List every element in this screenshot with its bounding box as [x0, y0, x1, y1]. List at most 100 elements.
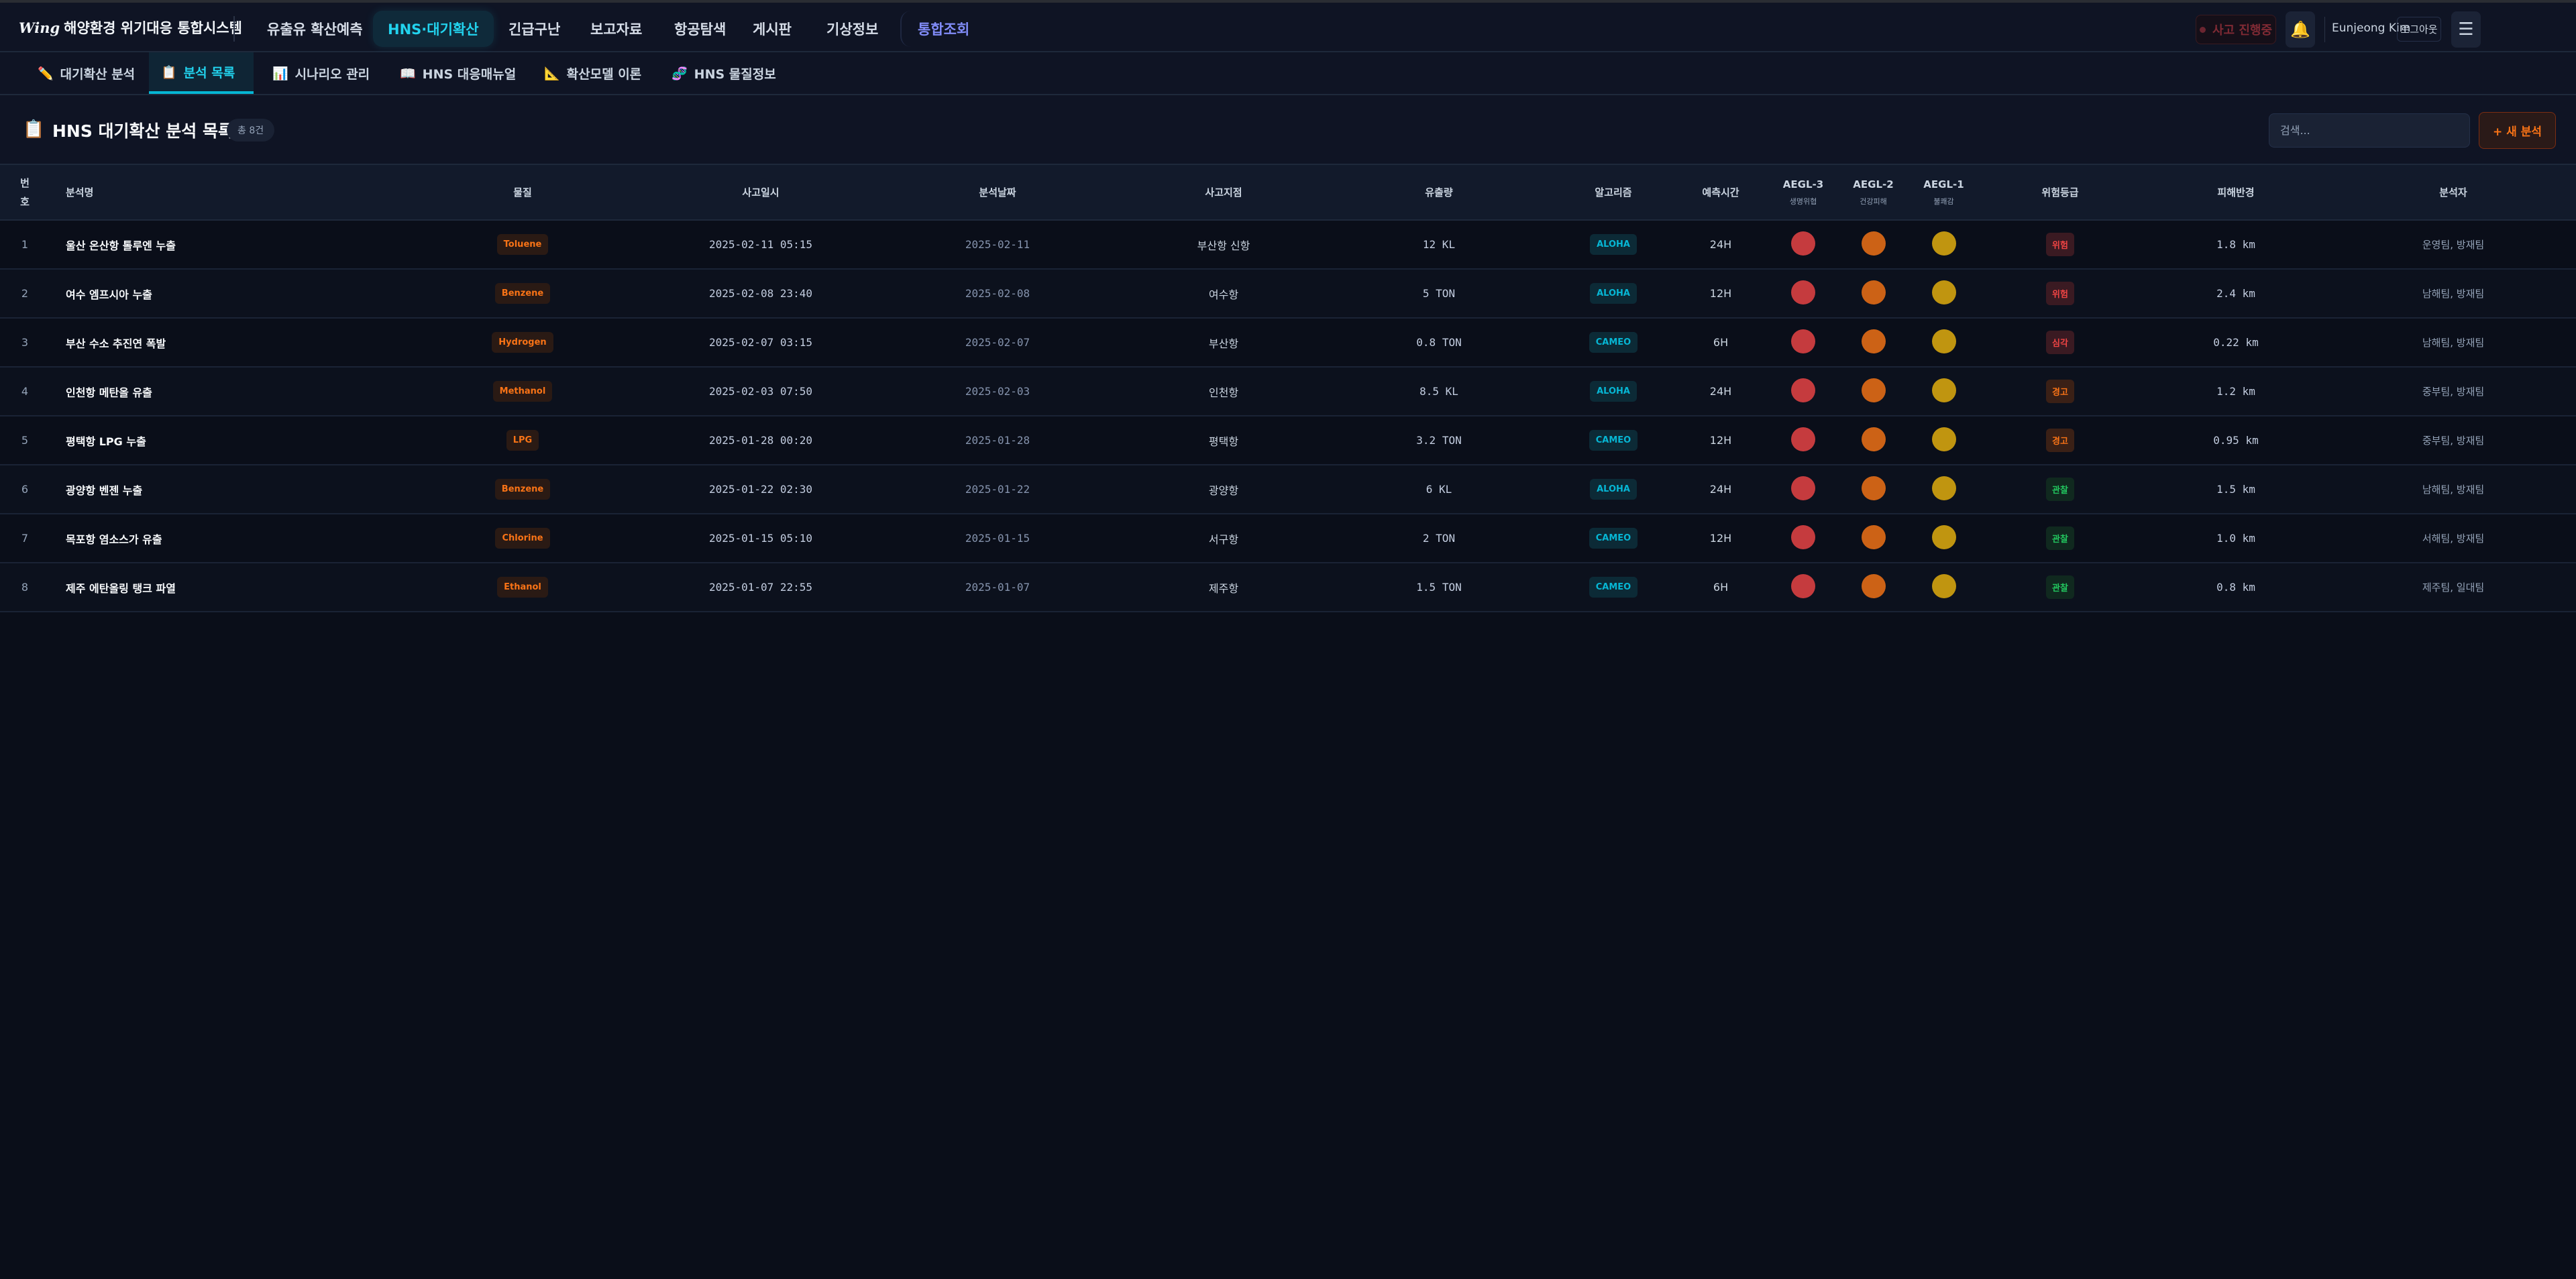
aegl1-indicator-icon — [1931, 329, 1956, 353]
logout-button[interactable]: 로그아웃 — [2397, 17, 2441, 42]
nav-oil-spill[interactable]: 유출유 확산예측 — [267, 21, 363, 38]
app-logo[interactable]: Wing 해양환경 위기대응 통합시스템 — [19, 19, 242, 36]
analyst: 서해팀, 방재팀 — [2422, 533, 2485, 545]
tab-analysis-list[interactable]: 📋 분석 목록 — [149, 52, 254, 94]
aegl2-cell — [1838, 367, 1909, 416]
table-row[interactable]: 3 부산 수소 추진연 폭발 Hydrogen 2025-02-07 03:15… — [0, 318, 2576, 367]
notifications-button[interactable]: 🔔 — [2286, 11, 2315, 48]
analyst: 남해팀, 방재팀 — [2422, 288, 2485, 300]
incident-time: 2025-02-07 03:15 — [708, 336, 813, 349]
algorithm-cell: ALOHA — [1554, 465, 1673, 514]
spill-amount: 6 KL — [1426, 483, 1452, 496]
col-header-location[interactable]: 사고지점 — [1205, 186, 1242, 199]
forecast-time: 24H — [1709, 385, 1732, 398]
nav-board[interactable]: 게시판 — [753, 21, 792, 38]
analysis-name[interactable]: 목포항 염소스가 유출 — [66, 533, 162, 546]
analysis-name[interactable]: 울산 온산항 톨루엔 누출 — [66, 239, 176, 252]
forecast-time: 12H — [1709, 287, 1732, 300]
nav-aerial-search[interactable]: 항공탐색 — [674, 21, 727, 38]
forecast-time: 6H — [1713, 581, 1729, 594]
row-number: 3 — [21, 336, 29, 349]
page-header: 📋 HNS 대기확산 분석 목록 총 8건 + 새 분석 — [0, 95, 2576, 165]
nav-hns-dispersion[interactable]: HNS·대기확산 — [373, 11, 494, 47]
nav-reports[interactable]: 보고자료 — [590, 21, 643, 38]
nav-integrated-search[interactable]: 통합조회 — [900, 11, 984, 47]
col-header-aegl1[interactable]: AEGL-1 불쾌감 — [1923, 178, 1964, 206]
analysis-name[interactable]: 부산 수소 추진연 폭발 — [66, 337, 166, 350]
forecast-time: 12H — [1709, 532, 1732, 545]
sub-tab-bar: ✏️ 대기확산 분석 📋 분석 목록 📊 시나리오 관리 📖 HNS 대응매뉴얼 📐 확산… — [0, 52, 2576, 95]
aegl1-indicator-icon — [1931, 231, 1956, 256]
aegl2-indicator-icon — [1861, 280, 1886, 304]
aegl3-indicator-icon — [1791, 573, 1815, 598]
risk-badge: 심각 — [2046, 331, 2074, 354]
analysis-name[interactable]: 인천항 메탄올 유출 — [66, 386, 152, 399]
col-header-radius[interactable]: 피해반경 — [2217, 186, 2255, 199]
aegl2-cell — [1838, 563, 1909, 612]
analysis-date: 2025-01-15 — [965, 532, 1030, 545]
aegl2-cell — [1838, 269, 1909, 318]
col-header-analysis-date[interactable]: 분석날짜 — [979, 186, 1016, 199]
tab-model-theory[interactable]: 📐 확산모델 이론 — [544, 66, 642, 82]
col-header-amount[interactable]: 유출량 — [1425, 186, 1453, 199]
nav-emergency-rescue[interactable]: 긴급구난 — [508, 21, 561, 38]
analysis-name[interactable]: 제주 에탄올링 탱크 파열 — [66, 581, 176, 595]
col-header-incident-time[interactable]: 사고일시 — [742, 186, 780, 199]
table-row[interactable]: 7 목포항 염소스가 유출 Chlorine 2025-01-15 05:10 … — [0, 514, 2576, 563]
aegl3-cell — [1768, 367, 1838, 416]
tab-scenario-management[interactable]: 📊 시나리오 관리 — [272, 66, 370, 82]
analysis-name[interactable]: 광양항 벤젠 누출 — [66, 484, 143, 497]
tab-dispersion-analysis[interactable]: ✏️ 대기확산 분석 — [38, 66, 136, 82]
risk-cell: 경고 — [1979, 416, 2141, 465]
nav-weather[interactable]: 기상정보 — [826, 21, 879, 38]
algorithm-cell: CAMEO — [1554, 416, 1673, 465]
pencil-icon: ✏️ — [38, 66, 54, 81]
aegl1-cell — [1909, 563, 1979, 612]
substance-cell: Toluene — [396, 220, 649, 269]
spill-amount: 5 TON — [1422, 287, 1456, 300]
aegl1-cell — [1909, 269, 1979, 318]
col-header-name[interactable]: 분석명 — [66, 186, 94, 199]
col-header-aegl2[interactable]: AEGL-2 건강피해 — [1853, 178, 1894, 206]
analysis-name[interactable]: 평택항 LPG 누출 — [66, 435, 146, 448]
damage-radius: 0.95 km — [2213, 434, 2259, 447]
col-header-substance[interactable]: 물질 — [513, 186, 532, 199]
substance-badge: Toluene — [496, 234, 549, 255]
analysis-date: 2025-02-11 — [965, 238, 1030, 251]
analysis-date: 2025-02-08 — [965, 287, 1030, 300]
search-input[interactable] — [2269, 113, 2470, 148]
table-row[interactable]: 2 여수 엠프시아 누출 Benzene 2025-02-08 23:40 20… — [0, 269, 2576, 318]
aegl2-indicator-icon — [1861, 231, 1886, 256]
tab-hns-substance-info[interactable]: 🧬 HNS 물질정보 — [672, 66, 776, 82]
row-number: 4 — [21, 385, 29, 398]
forecast-time: 24H — [1709, 483, 1732, 496]
col-header-forecast[interactable]: 예측시간 — [1702, 186, 1739, 199]
tab-hns-manual[interactable]: 📖 HNS 대응매뉴얼 — [400, 66, 517, 82]
table-header-row: 번호 분석명 물질 사고일시 분석날짜 사고지점 유출량 알고리즘 예측시간 A… — [0, 165, 2576, 220]
table-row[interactable]: 5 평택항 LPG 누출 LPG 2025-01-28 00:20 2025-0… — [0, 416, 2576, 465]
col-header-aegl3[interactable]: AEGL-3 생명위협 — [1782, 178, 1824, 206]
algorithm-badge: ALOHA — [1590, 479, 1637, 500]
analysis-date: 2025-02-07 — [965, 336, 1030, 349]
algorithm-badge: ALOHA — [1590, 283, 1637, 304]
algorithm-cell: CAMEO — [1554, 514, 1673, 563]
algorithm-cell: CAMEO — [1554, 563, 1673, 612]
table-row[interactable]: 4 인천항 메탄올 유출 Methanol 2025-02-03 07:50 2… — [0, 367, 2576, 416]
col-header-risk[interactable]: 위험등급 — [2041, 186, 2079, 199]
table-row[interactable]: 8 제주 에탄올링 탱크 파열 Ethanol 2025-01-07 22:55… — [0, 563, 2576, 612]
substance-cell: Benzene — [396, 269, 649, 318]
table-row[interactable]: 1 울산 온산항 톨루엔 누출 Toluene 2025-02-11 05:15… — [0, 220, 2576, 269]
aegl1-indicator-icon — [1931, 476, 1956, 500]
incident-status-button[interactable]: 사고 진행중 — [2196, 15, 2276, 44]
new-analysis-button[interactable]: + 새 분석 — [2479, 112, 2556, 149]
spill-amount: 1.5 TON — [1416, 581, 1462, 594]
col-header-no[interactable]: 번호 — [20, 176, 30, 208]
user-name: Eunjeong Kim — [2332, 21, 2411, 35]
aegl3-indicator-icon — [1791, 231, 1815, 256]
risk-cell: 위험 — [1979, 220, 2141, 269]
col-header-analyst[interactable]: 분석자 — [2439, 186, 2467, 199]
col-header-algorithm[interactable]: 알고리즘 — [1595, 186, 1632, 199]
table-row[interactable]: 6 광양항 벤젠 누출 Benzene 2025-01-22 02:30 202… — [0, 465, 2576, 514]
analysis-name[interactable]: 여수 엠프시아 누출 — [66, 288, 152, 301]
menu-button[interactable]: ☰ — [2451, 11, 2481, 48]
